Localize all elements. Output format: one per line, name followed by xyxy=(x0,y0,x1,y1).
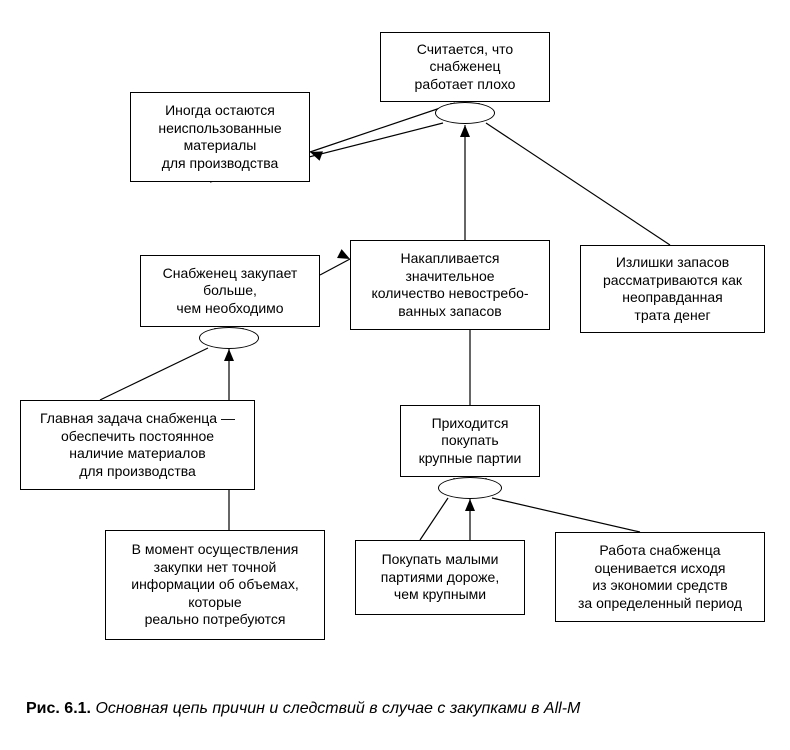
node-no-volume-info: В момент осуществлениязакупки нет точной… xyxy=(105,530,325,640)
node-text: Главная задача снабженца —обеспечить пос… xyxy=(40,410,235,480)
and-connector-left xyxy=(199,327,259,349)
node-buys-more: Снабженец закупаетбольше,чем необходимо xyxy=(140,255,320,327)
and-connector-bottom xyxy=(438,477,502,499)
node-unclaimed-stock: Накапливаетсязначительноеколичество нево… xyxy=(350,240,550,330)
node-text: Накапливаетсязначительноеколичество нево… xyxy=(371,250,528,320)
figure-caption: Рис. 6.1. Основная цепь причин и следств… xyxy=(26,700,580,718)
caption-label: Рис. 6.1. xyxy=(26,700,91,717)
node-text: Снабженец закупаетбольше,чем необходимо xyxy=(163,265,298,318)
node-evaluation-savings: Работа снабженцаоценивается исходяиз эко… xyxy=(555,532,765,622)
node-text: Считается, чтоснабженецработает плохо xyxy=(415,41,516,94)
node-text: В момент осуществлениязакупки нет точной… xyxy=(131,541,298,629)
node-text: Работа снабженцаоценивается исходяиз эко… xyxy=(578,542,742,612)
and-connector-top xyxy=(435,102,495,124)
node-text: Излишки запасоврассматриваются какнеопра… xyxy=(603,254,742,324)
diagram-canvas: Считается, чтоснабженецработает плохо Ин… xyxy=(0,0,790,750)
node-surplus-waste: Излишки запасоврассматриваются какнеопра… xyxy=(580,245,765,333)
node-unused-materials: Иногда остаютсянеиспользованныематериалы… xyxy=(130,92,310,182)
node-supplier-task: Главная задача снабженца —обеспечить пос… xyxy=(20,400,255,490)
node-text: Покупать малымипартиями дороже,чем крупн… xyxy=(381,551,499,604)
node-text: Иногда остаютсянеиспользованныематериалы… xyxy=(158,102,281,172)
node-large-batches: Приходитсяпокупатькрупные партии xyxy=(400,405,540,477)
node-bad-performance: Считается, чтоснабженецработает плохо xyxy=(380,32,550,102)
caption-text: Основная цепь причин и следствий в случа… xyxy=(95,700,580,717)
node-small-batches-cost: Покупать малымипартиями дороже,чем крупн… xyxy=(355,540,525,615)
node-text: Приходитсяпокупатькрупные партии xyxy=(419,415,522,468)
